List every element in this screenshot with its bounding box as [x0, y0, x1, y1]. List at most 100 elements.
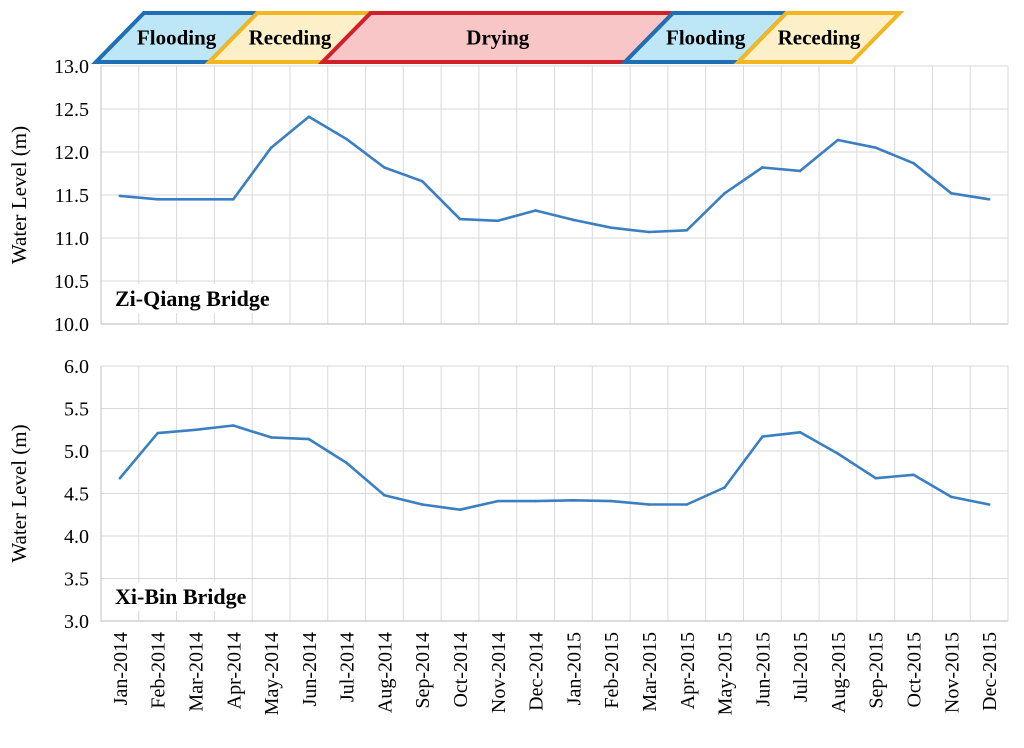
x-tick-label: Aug-2015: [828, 632, 850, 713]
data-point: [534, 499, 537, 503]
data-point: [345, 461, 348, 465]
data-point: [458, 217, 462, 221]
y-tick-label: 5.5: [64, 399, 89, 421]
x-tick-label: Jan-2014: [110, 632, 132, 705]
y-tick-label: 3.5: [64, 569, 89, 591]
data-point: [987, 198, 991, 201]
data-point: [420, 503, 424, 506]
zi-qiang-panel: 10.0 10.5 11.0 11.5 12.0 12.5 13.0 Water Level …: [7, 56, 1009, 336]
phase-label: Receding: [778, 26, 861, 50]
y-tick-label: 13.0: [54, 56, 89, 78]
y-tick-label: 11.0: [55, 228, 89, 250]
phase-banner: Flooding Receding Drying Flooding Receding: [91, 11, 905, 64]
phase-label: Receding: [249, 26, 332, 50]
data-point: [836, 138, 840, 142]
data-point: [231, 424, 235, 427]
data-point: [874, 476, 878, 480]
data-point: [118, 194, 122, 198]
x-tick-label: Jun-2014: [299, 632, 321, 706]
data-point: [269, 146, 273, 149]
data-point: [609, 499, 613, 503]
x-tick-label: Nov-2015: [941, 632, 963, 713]
data-point: [231, 198, 235, 201]
phase-label: Flooding: [137, 26, 217, 50]
x-tick-label: Oct-2015: [904, 632, 926, 708]
data-point: [269, 436, 273, 439]
data-point: [874, 146, 878, 149]
x-tick-label: Dec-2014: [526, 632, 548, 711]
data-point: [723, 486, 726, 489]
x-tick-label: Apr-2014: [223, 632, 245, 709]
x-tick-label: Dec-2015: [979, 632, 1001, 711]
y-tick-label: 11.5: [55, 185, 89, 207]
data-point: [307, 115, 311, 119]
panel-title-bg: [111, 284, 274, 313]
phase-label: Drying: [466, 26, 530, 50]
y-tick-label: 12.0: [54, 142, 89, 164]
y-tick-label: 10.0: [54, 314, 89, 336]
data-point: [496, 499, 500, 503]
data-point: [194, 428, 197, 432]
data-point: [458, 508, 462, 511]
data-point: [761, 435, 764, 438]
y-tick-label: 4.0: [64, 526, 89, 548]
x-tick-label: Aug-2014: [374, 632, 396, 713]
y-axis-label: Water Level (m): [7, 424, 31, 562]
series-line: [119, 115, 990, 234]
x-tick-label: Sep-2015: [866, 632, 888, 709]
series-line: [118, 424, 990, 512]
x-tick-label: Oct-2014: [450, 632, 472, 708]
data-point: [647, 230, 651, 234]
x-tick-label: May-2014: [261, 632, 283, 715]
data-point: [307, 437, 311, 441]
data-point: [798, 431, 802, 434]
data-point: [156, 198, 159, 201]
data-point: [685, 503, 689, 506]
data-point: [496, 219, 500, 223]
x-tick-label: Jul-2014: [337, 632, 359, 702]
data-point: [572, 499, 575, 502]
plot-frame: [100, 65, 1009, 325]
data-point: [685, 228, 689, 232]
plot-frame: [100, 365, 1009, 622]
x-axis: Jan-2014 Feb-2014 Mar-2014 Apr-2014 May-2014…: [110, 632, 1001, 715]
data-point: [912, 473, 915, 477]
y-tick-label: 10.5: [54, 271, 89, 293]
x-tick-label: Sep-2014: [412, 632, 434, 709]
x-tick-label: Jul-2015: [790, 632, 812, 702]
panel-title-bg: [111, 582, 251, 611]
data-point: [118, 476, 122, 480]
x-tick-label: Apr-2015: [677, 632, 699, 709]
x-tick-label: Feb-2015: [601, 632, 623, 709]
panel-title: Zi-Qiang Bridge: [115, 286, 270, 311]
data-point: [950, 191, 953, 195]
x-tick-label: Nov-2014: [488, 632, 510, 713]
x-tick-label: Mar-2014: [186, 632, 208, 712]
y-tick-label: 3.0: [64, 611, 89, 633]
data-point: [420, 179, 424, 183]
data-point: [950, 495, 953, 499]
x-tick-label: Mar-2015: [639, 632, 661, 712]
x-tick-label: Jun-2015: [752, 632, 774, 706]
x-tick-label: May-2015: [715, 632, 737, 715]
data-point: [723, 191, 726, 195]
data-point: [798, 169, 802, 173]
x-tick-label: Jan-2015: [563, 632, 585, 705]
x-tick-label: Feb-2014: [148, 632, 170, 709]
data-point: [987, 503, 991, 506]
data-point: [194, 198, 197, 201]
data-point: [534, 209, 537, 212]
y-tick-label: 4.5: [64, 484, 89, 506]
data-point: [383, 166, 386, 169]
y-tick-label: 5.0: [64, 441, 89, 463]
data-point: [836, 452, 840, 455]
data-point: [383, 493, 386, 497]
phase-label: Flooding: [666, 26, 746, 50]
data-point: [609, 226, 613, 229]
data-point: [912, 161, 915, 165]
y-tick-label: 12.5: [54, 99, 89, 121]
y-axis-label: Water Level (m): [7, 126, 31, 264]
panel-title: Xi-Bin Bridge: [115, 584, 247, 609]
data-point: [572, 218, 575, 222]
